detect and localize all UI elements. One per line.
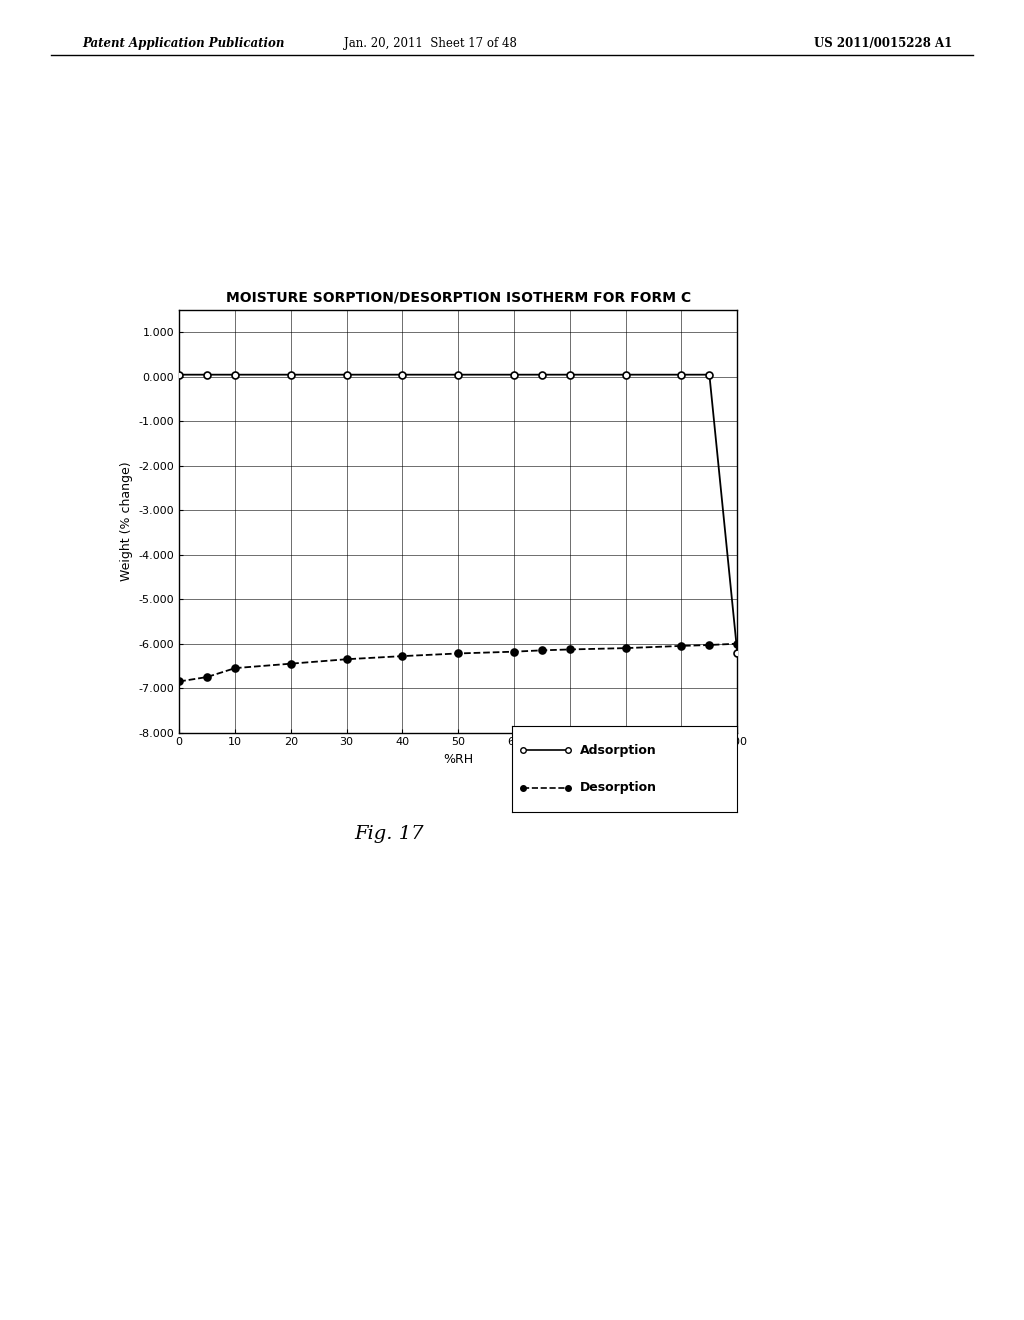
Text: Desorption: Desorption xyxy=(580,781,656,795)
Y-axis label: Weight (% change): Weight (% change) xyxy=(120,462,133,581)
X-axis label: %RH: %RH xyxy=(443,752,473,766)
Title: MOISTURE SORPTION/DESORPTION ISOTHERM FOR FORM C: MOISTURE SORPTION/DESORPTION ISOTHERM FO… xyxy=(225,290,691,305)
Text: US 2011/0015228 A1: US 2011/0015228 A1 xyxy=(814,37,952,50)
Text: Fig. 17: Fig. 17 xyxy=(354,825,424,843)
Text: Patent Application Publication: Patent Application Publication xyxy=(82,37,285,50)
Text: Jan. 20, 2011  Sheet 17 of 48: Jan. 20, 2011 Sheet 17 of 48 xyxy=(344,37,516,50)
Text: Adsorption: Adsorption xyxy=(580,743,656,756)
